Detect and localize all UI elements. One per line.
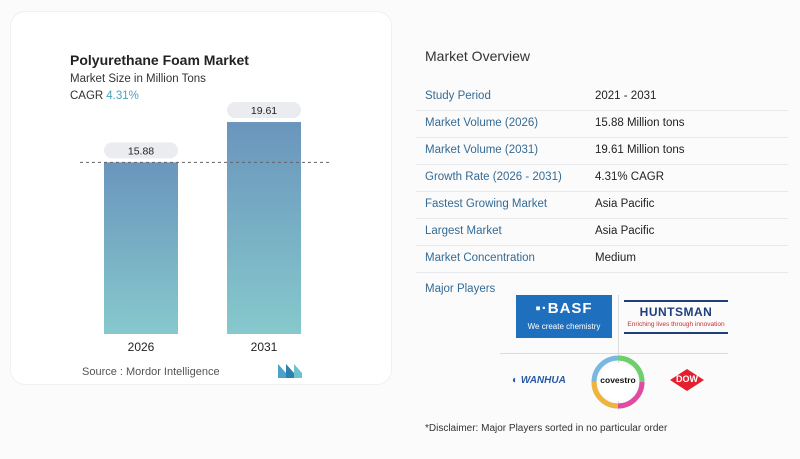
logo-divider	[500, 353, 728, 354]
overview-value: 2021 - 2031	[595, 90, 657, 102]
wanhua-name: WANHUA	[520, 375, 566, 386]
overview-row: Study Period 2021 - 2031	[416, 84, 788, 111]
cagr-line: CAGR 4.31%	[70, 90, 139, 102]
huntsman-logo: HUNTSMAN Enriching lives through innovat…	[624, 300, 728, 334]
source-text: Source : Mordor Intelligence	[82, 366, 220, 378]
value-label-pill	[227, 102, 301, 119]
overview-row: Largest Market Asia Pacific	[416, 219, 788, 246]
bar-2026	[104, 162, 178, 334]
overview-key: Market Concentration	[425, 252, 535, 264]
basf-name: ▪·BASF	[535, 300, 593, 317]
major-players-label: Major Players	[425, 283, 496, 295]
overview-row: Market Volume (2026) 15.88 Million tons	[416, 111, 788, 138]
overview-title: Market Overview	[425, 48, 531, 64]
overview-row: Market Volume (2031) 19.61 Million tons	[416, 138, 788, 165]
dow-logo: DOW	[670, 369, 704, 391]
value-label: 15.88	[128, 145, 154, 157]
covestro-logo: covestro	[588, 352, 648, 412]
cagr-label: CAGR	[70, 90, 104, 102]
overview-key: Market Volume (2031)	[425, 144, 539, 156]
bar-2031	[227, 122, 301, 334]
overview-value: 4.31% CAGR	[595, 171, 665, 183]
logo-divider	[618, 295, 619, 410]
wanhua-icon: ◐	[512, 375, 519, 386]
overview-value: Asia Pacific	[595, 198, 655, 210]
overview-row: Fastest Growing Market Asia Pacific	[416, 192, 788, 219]
covestro-name: covestro	[600, 375, 636, 385]
overview-value: 15.88 Million tons	[595, 117, 685, 129]
chart-subtitle: Market Size in Million Tons	[70, 73, 206, 85]
overview-key: Growth Rate (2026 - 2031)	[425, 171, 562, 183]
overview-key: Largest Market	[425, 225, 502, 237]
category-label: 2026	[128, 340, 155, 354]
bar-chart: 15.88 2026 19.61 2031	[80, 102, 330, 354]
overview-value: Medium	[595, 252, 636, 264]
covestro-ring-icon	[591, 355, 645, 409]
chart-card	[11, 12, 391, 384]
cagr-value: 4.31%	[106, 90, 139, 102]
overview-value: Asia Pacific	[595, 225, 655, 237]
huntsman-name: HUNTSMAN	[639, 305, 713, 319]
chart-title: Polyurethane Foam Market	[70, 52, 249, 68]
wanhua-logo: ◐ WANHUA	[512, 375, 566, 386]
overview-row: Market Concentration Medium	[416, 246, 788, 273]
mordor-logo-icon	[278, 364, 302, 378]
overview-key: Fastest Growing Market	[425, 198, 548, 210]
disclaimer-text: *Disclaimer: Major Players sorted in no …	[425, 423, 668, 434]
value-label-pill	[104, 142, 178, 159]
value-label: 19.61	[251, 105, 277, 117]
overview-row: Growth Rate (2026 - 2031) 4.31% CAGR	[416, 165, 788, 192]
basf-tagline: We create chemistry	[527, 322, 601, 331]
basf-logo: ▪·BASF We create chemistry	[516, 295, 612, 338]
players-logos: ▪·BASF We create chemistry HUNTSMAN Enri…	[500, 295, 740, 415]
huntsman-tagline: Enriching lives through innovation	[627, 321, 725, 328]
overview-value: 19.61 Million tons	[595, 144, 685, 156]
overview-key: Study Period	[425, 90, 491, 102]
dow-name: DOW	[676, 374, 698, 384]
category-label: 2031	[251, 340, 278, 354]
dow-diamond-icon	[670, 369, 704, 391]
overview-key: Market Volume (2026)	[425, 117, 539, 129]
